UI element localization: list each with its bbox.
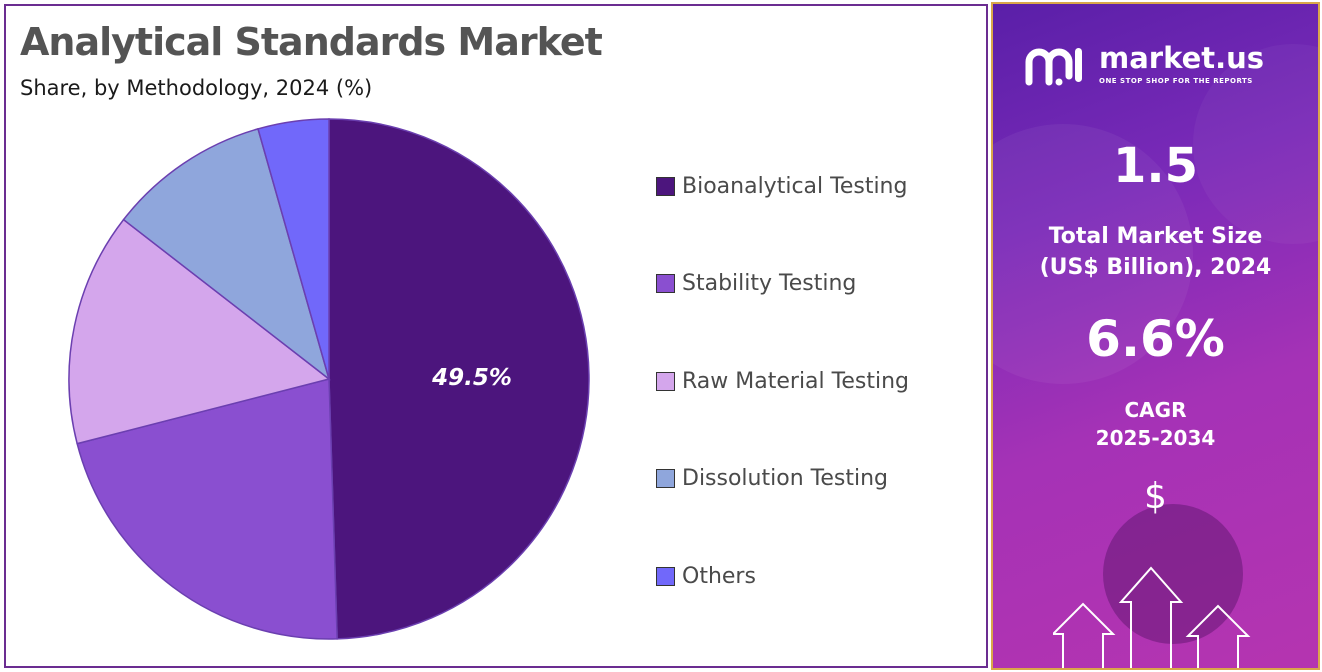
market-size-value: 1.5 (1112, 138, 1199, 194)
pie-chart: 49.5% (68, 118, 590, 640)
legend-item-raw-material: Raw Material Testing (656, 359, 976, 403)
background-decoration (1103, 504, 1243, 644)
data-label-bioanalytical: 49.5% (431, 365, 512, 391)
market-size-label-line2: (US$ Billion), 2024 (1039, 255, 1272, 280)
brand-name: market.us (1099, 40, 1265, 75)
legend-swatch (656, 176, 675, 196)
cagr-value: 6.6% (1086, 310, 1225, 368)
pie-slice-raw-material (68, 218, 331, 445)
pie-slice-others (257, 118, 330, 380)
market-us-logo-icon (1025, 48, 1082, 86)
growth-arrows-icon (1053, 566, 1251, 668)
legend-label: Others (682, 563, 756, 589)
pie-slice-bioanalytical (328, 118, 590, 640)
legend-label: Raw Material Testing (682, 368, 909, 394)
brand-logo: market.us ONE STOP SHOP FOR THE REPORTS (1025, 42, 1264, 86)
legend-swatch (656, 371, 675, 391)
legend-item-bioanalytical: Bioanalytical Testing (656, 164, 976, 208)
legend-item-dissolution: Dissolution Testing (656, 457, 976, 501)
pie-slice-stability (76, 378, 338, 640)
chart-subtitle: Share, by Methodology, 2024 (%) (20, 76, 373, 100)
chart-legend: Bioanalytical Testing Stability Testing … (656, 164, 976, 652)
legend-swatch (656, 469, 675, 488)
cagr-label-line1: CAGR (1124, 398, 1187, 422)
legend-label: Bioanalytical Testing (682, 173, 908, 199)
pie-slice-dissolution (122, 127, 331, 381)
legend-item-stability: Stability Testing (656, 262, 976, 306)
summary-panel: market.us ONE STOP SHOP FOR THE REPORTS … (991, 2, 1320, 670)
market-size-label-line1: Total Market Size (1048, 224, 1263, 249)
chart-panel: Analytical Standards Market Share, by Me… (4, 4, 988, 668)
legend-swatch (656, 566, 675, 586)
brand-tagline: ONE STOP SHOP FOR THE REPORTS (1099, 76, 1253, 85)
cagr-label-line2: 2025-2034 (1095, 426, 1216, 450)
dollar-icon: $ (1144, 476, 1167, 517)
legend-swatch (656, 274, 675, 293)
chart-title: Analytical Standards Market (20, 20, 603, 64)
background-decoration (993, 124, 1193, 384)
legend-item-others: Others (656, 554, 976, 598)
legend-label: Dissolution Testing (682, 466, 888, 491)
legend-label: Stability Testing (682, 271, 857, 296)
